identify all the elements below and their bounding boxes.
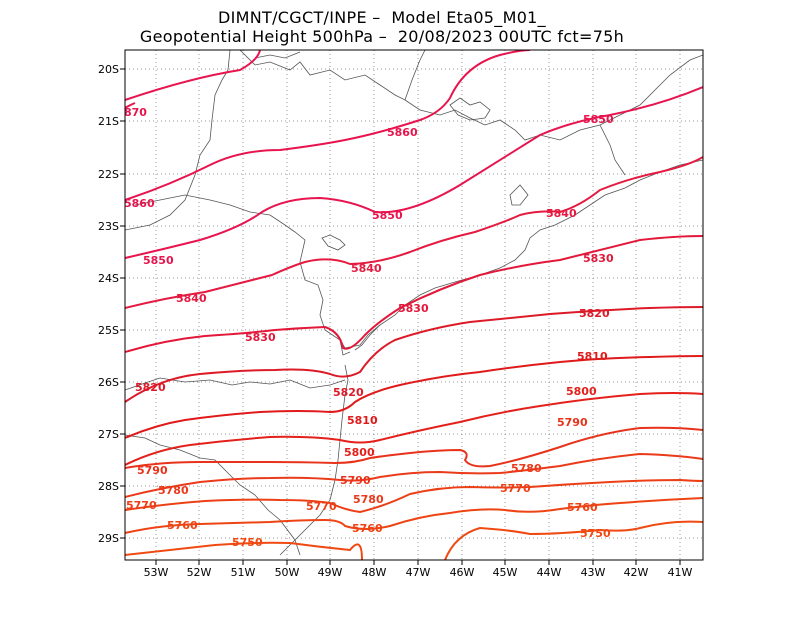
axis-ticks bbox=[120, 68, 681, 565]
lon-label: 42W bbox=[624, 566, 649, 579]
contour-labels: 870 5860 5860 5850 5850 5850 5840 5840 5… bbox=[124, 106, 614, 549]
contour-label: 5850 bbox=[583, 113, 614, 126]
lon-label: 48W bbox=[362, 566, 387, 579]
contour-label: 5810 bbox=[347, 414, 378, 427]
contour-label: 5820 bbox=[579, 307, 610, 320]
lat-label: 26S bbox=[98, 376, 119, 389]
lon-label: 50W bbox=[275, 566, 300, 579]
contour-label: 5840 bbox=[176, 292, 207, 305]
contour-label: 5750 bbox=[580, 527, 611, 540]
contour-label: 5850 bbox=[143, 254, 174, 267]
contour-label: 5810 bbox=[577, 350, 608, 363]
lon-label: 44W bbox=[537, 566, 562, 579]
lon-label: 53W bbox=[144, 566, 169, 579]
lon-label: 46W bbox=[450, 566, 475, 579]
lat-label: 21S bbox=[98, 115, 119, 128]
contour-5820 bbox=[125, 306, 703, 403]
contour-5750 bbox=[125, 541, 363, 560]
contour-label: 5860 bbox=[124, 197, 155, 210]
lat-label: 23S bbox=[98, 220, 119, 233]
contour-label: 5800 bbox=[566, 385, 597, 398]
contour-label: 5790 bbox=[137, 464, 168, 477]
contour-label: 5760 bbox=[567, 501, 598, 514]
contour-label: 5840 bbox=[546, 207, 577, 220]
contour-label: 5840 bbox=[351, 262, 382, 275]
lon-label: 52W bbox=[187, 566, 212, 579]
contour-5770 bbox=[125, 478, 703, 514]
longitude-labels: 53W 52W 51W 50W 49W 48W 47W 46W 45W 44W … bbox=[144, 566, 693, 579]
contour-label: 5780 bbox=[353, 493, 384, 506]
contour-label: 5830 bbox=[583, 252, 614, 265]
lat-label: 27S bbox=[98, 428, 119, 441]
plot-frame bbox=[124, 49, 704, 561]
lon-label: 51W bbox=[231, 566, 256, 579]
contour-label: 5820 bbox=[333, 386, 364, 399]
contour-label: 5790 bbox=[340, 474, 371, 487]
lat-label: 25S bbox=[98, 324, 119, 337]
contour-5750-b bbox=[444, 520, 703, 560]
contour-label: 5750 bbox=[232, 536, 263, 549]
contour-5870 bbox=[125, 102, 136, 109]
coastline-and-borders bbox=[125, 50, 703, 556]
contours bbox=[125, 50, 703, 560]
lon-label: 49W bbox=[318, 566, 343, 579]
contour-5800 bbox=[125, 392, 703, 466]
contour-5860-top bbox=[125, 50, 261, 101]
contour-5790 bbox=[125, 426, 703, 469]
lat-label: 28S bbox=[98, 480, 119, 493]
lat-label: 20S bbox=[98, 63, 119, 76]
contour-label: 5780 bbox=[158, 484, 189, 497]
contour-label: 5850 bbox=[372, 209, 403, 222]
contour-label: 5770 bbox=[500, 482, 531, 495]
contour-label: 5760 bbox=[352, 522, 383, 535]
lon-label: 45W bbox=[493, 566, 518, 579]
contour-label: 5860 bbox=[387, 126, 418, 139]
contour-5760 bbox=[125, 497, 703, 534]
lat-label: 22S bbox=[98, 168, 119, 181]
contour-5830 bbox=[125, 235, 703, 353]
contour-label: 870 bbox=[124, 106, 147, 119]
contour-label: 5830 bbox=[245, 331, 276, 344]
contour-label: 5800 bbox=[344, 446, 375, 459]
lon-label: 43W bbox=[581, 566, 606, 579]
contour-5850 bbox=[125, 86, 703, 259]
grid bbox=[125, 50, 703, 560]
lon-label: 41W bbox=[668, 566, 693, 579]
contour-5840 bbox=[125, 156, 703, 309]
contour-label: 5780 bbox=[511, 462, 542, 475]
contour-label: 5830 bbox=[398, 302, 429, 315]
lat-label: 24S bbox=[98, 272, 119, 285]
lat-label: 29S bbox=[98, 532, 119, 545]
contour-label: 5760 bbox=[167, 519, 198, 532]
contour-label: 5820 bbox=[135, 381, 166, 394]
map-title-line2: Geopotential Height 500hPa – 20/08/2023 … bbox=[139, 27, 625, 46]
contour-label: 5770 bbox=[306, 500, 337, 513]
contour-label: 5770 bbox=[126, 499, 157, 512]
map-title-line1: DIMNT/CGCT/INPE – Model Eta05_M01_ bbox=[218, 8, 546, 27]
contour-label: 5790 bbox=[557, 416, 588, 429]
contour-5860 bbox=[125, 50, 531, 201]
contour-5810 bbox=[125, 355, 703, 439]
lon-label: 47W bbox=[406, 566, 431, 579]
contour-5780 bbox=[125, 452, 703, 498]
latitude-labels: 20S 21S 22S 23S 24S 25S 26S 27S 28S 29S bbox=[98, 63, 119, 545]
